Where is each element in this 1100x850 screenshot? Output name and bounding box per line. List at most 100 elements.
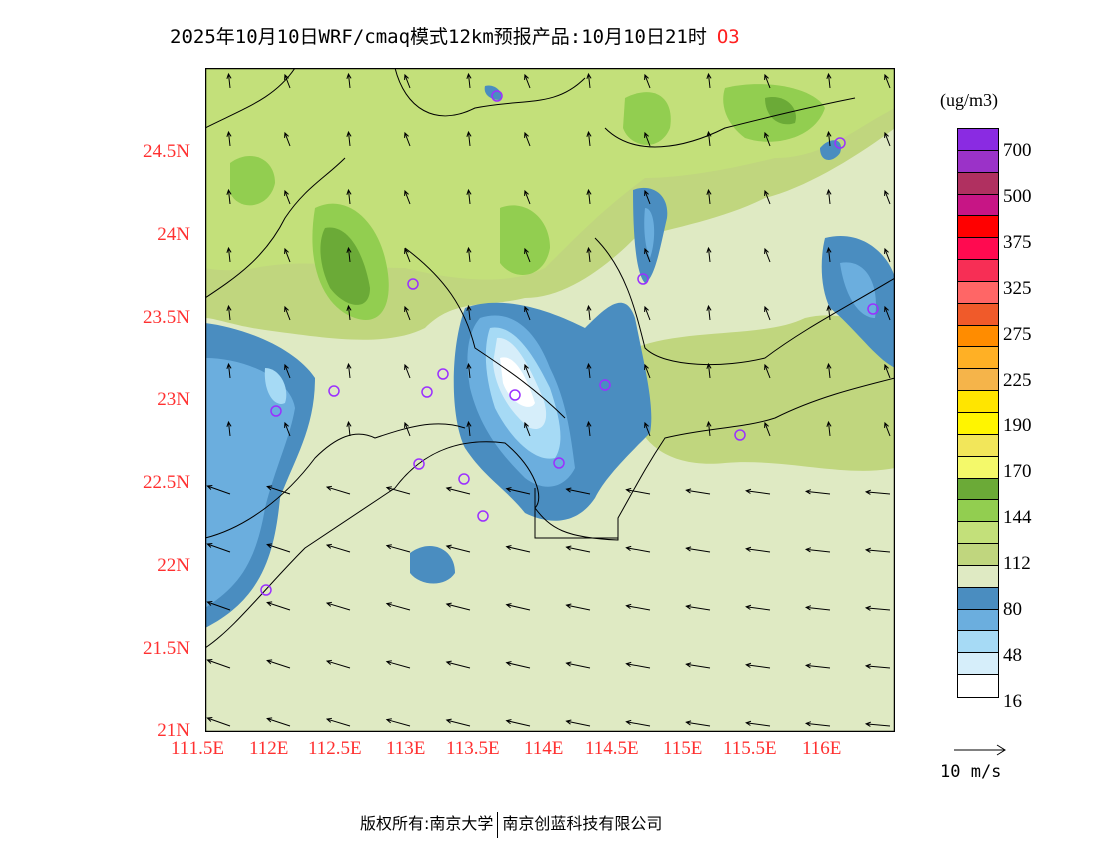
lat-label: 22.5N [143,472,190,493]
wind-arrow-icon [325,659,351,669]
wind-arrow-icon [524,363,531,379]
city-marker-icon [328,385,340,397]
wind-arrow-icon [764,247,771,263]
city-marker-icon [421,386,433,398]
lon-label: 114E [524,738,564,759]
copyright-right: 南京创蓝科技有限公司 [502,814,663,833]
colorbar-label: 190 [1003,415,1032,437]
wind-arrow-icon [625,487,651,495]
wind-arrow-icon [884,305,891,321]
wind-arrow-icon [524,131,531,147]
copyright-footer: 版权所有:南京大学 南京创蓝科技有限公司 [360,810,662,838]
colorbar-swatch [958,238,998,261]
colorbar-swatch [958,281,998,304]
colorbar-swatch [958,194,998,217]
wind-arrow-icon [745,488,771,495]
map-title: 2025年10月10日WRF/cmaq模式12km预报产品:10月10日21时 O… [170,22,740,49]
wind-arrow-icon [325,601,351,611]
wind-arrow-icon [284,73,291,89]
colorbar-label: 170 [1003,461,1032,483]
wind-arrow-icon [385,660,411,669]
wind-arrow-icon [206,600,231,611]
lat-label: 22N [157,555,190,576]
colorbar-swatch [958,260,998,282]
wind-arrow-icon [466,72,472,89]
colorbar-swatch [958,391,998,413]
wind-arrow-icon [586,72,592,89]
colorbar-label: 16 [1003,690,1022,712]
wind-arrow-icon [884,73,891,89]
wind-arrow-icon [445,602,471,611]
ozone-region-right-green [635,315,895,471]
lon-label: 112.5E [308,738,362,759]
colorbar-swatch [958,675,998,697]
colorbar-label: 375 [1003,231,1032,253]
colorbar-label: 500 [1003,185,1032,207]
wind-arrow-icon [505,487,531,495]
wind-arrow-icon [644,189,651,205]
wind-arrow-icon [505,661,531,669]
wind-arrow-icon [404,131,411,147]
wind-arrow-icon [644,247,651,263]
wind-arrow-icon [706,362,712,379]
wind-arrow-icon [524,189,531,205]
colorbar-label: 80 [1003,599,1022,620]
ozone-map [205,68,895,732]
lat-label: 23.5N [143,307,190,328]
wind-arrow-icon [586,420,592,437]
wind-arrow-icon [764,421,771,437]
colorbar-swatch [958,129,998,151]
wind-arrow-icon [764,73,771,89]
wind-arrow-icon [524,305,531,321]
wind-arrow-icon [445,486,471,495]
wind-arrow-icon [466,362,472,379]
lat-label: 23N [157,389,190,410]
wind-arrow-icon [826,362,832,379]
city-marker-icon [834,137,846,149]
colorbar-swatch [958,369,998,392]
wind-arrow-icon [565,719,591,727]
wind-arrow-icon [884,247,891,263]
wind-arrow-icon [586,246,592,263]
wind-arrow-icon [404,421,411,437]
wind-arrow-icon [586,304,592,321]
city-marker-icon [437,368,449,380]
colorbar-label: 225 [1003,369,1032,391]
wind-arrow-icon [764,189,771,205]
ozone-region-112b [205,68,895,280]
wind-arrow-icon [524,421,531,437]
wind-arrow-icon [346,304,352,321]
wind-arrow-icon [284,189,291,205]
wind-arrow-icon [804,663,831,669]
wind-arrow-icon [644,363,651,379]
wind-arrow-icon [625,719,651,727]
wind-arrow-icon [826,188,832,205]
wind-arrow-icon [385,718,411,727]
wind-arrow-icon [884,189,891,205]
lon-label: 115E [663,738,703,759]
wind-arrow-icon [625,661,651,669]
city-marker-icon [270,405,282,417]
wind-arrow-icon [706,188,712,205]
colorbar-swatch [958,412,998,435]
city-marker-icon [413,458,425,470]
lon-label: 114.5E [585,738,639,759]
wind-arrow-icon [764,131,771,147]
wind-arrow-icon [745,720,771,727]
wind-arrow-icon [826,72,832,89]
wind-arrow-icon [864,547,891,553]
wind-arrow-icon [864,663,891,669]
city-marker-icon [260,584,272,596]
colorbar-swatch [958,609,998,632]
wind-arrow-icon [804,547,831,553]
wind-arrow-icon [346,362,352,379]
wind-arrow-icon [826,130,832,147]
wind-arrow-icon [226,420,232,437]
city-marker-icon [867,303,879,315]
wind-arrow-icon [385,602,411,611]
lon-label: 111.5E [171,738,224,759]
city-marker-icon [599,379,611,391]
ozone-region-high [320,227,370,305]
wind-arrow-icon [466,420,472,437]
